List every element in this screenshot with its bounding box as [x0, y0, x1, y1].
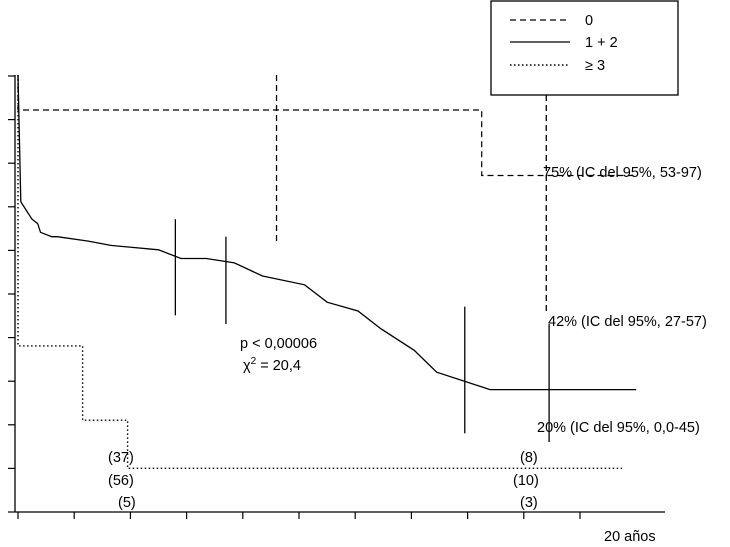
- chi-symbol: χ: [243, 358, 251, 374]
- confidence-interval-bars: [174, 75, 550, 443]
- legend-label-3-plus: ≥ 3: [585, 58, 605, 74]
- chi-exponent: 2: [251, 356, 257, 367]
- annotation-label-0: 75% (IC del 95%, 53-97): [543, 165, 702, 181]
- legend: 0 1 + 2 ≥ 3: [490, 0, 679, 96]
- annotation-chi-square: χ2 = 20,4: [243, 356, 301, 374]
- series-1-2-step-line: [17, 74, 637, 391]
- y-ticks: [8, 75, 15, 513]
- at-risk-start-3-plus: (5): [118, 495, 136, 511]
- series-3-plus-step-line: [17, 75, 623, 469]
- at-risk-end-3-plus: (3): [520, 495, 538, 511]
- at-risk-start-0: (37): [108, 450, 134, 466]
- x-axis-end-label: 20 años: [604, 529, 656, 545]
- annotation-label-1-2: 42% (IC del 95%, 27-57): [548, 314, 707, 330]
- at-risk-end-1-2: (10): [513, 473, 539, 489]
- legend-box: [490, 0, 679, 96]
- at-risk-end-0: (8): [520, 450, 538, 466]
- chi-value: = 20,4: [256, 358, 301, 374]
- x-ticks: [17, 512, 581, 519]
- annotation-pvalue: p < 0,00006: [240, 336, 317, 352]
- legend-label-0: 0: [585, 13, 593, 29]
- annotation-label-3-plus: 20% (IC del 95%, 0,0-45): [537, 420, 700, 436]
- at-risk-start-1-2: (56): [108, 473, 134, 489]
- legend-label-1-2: 1 + 2: [585, 35, 618, 51]
